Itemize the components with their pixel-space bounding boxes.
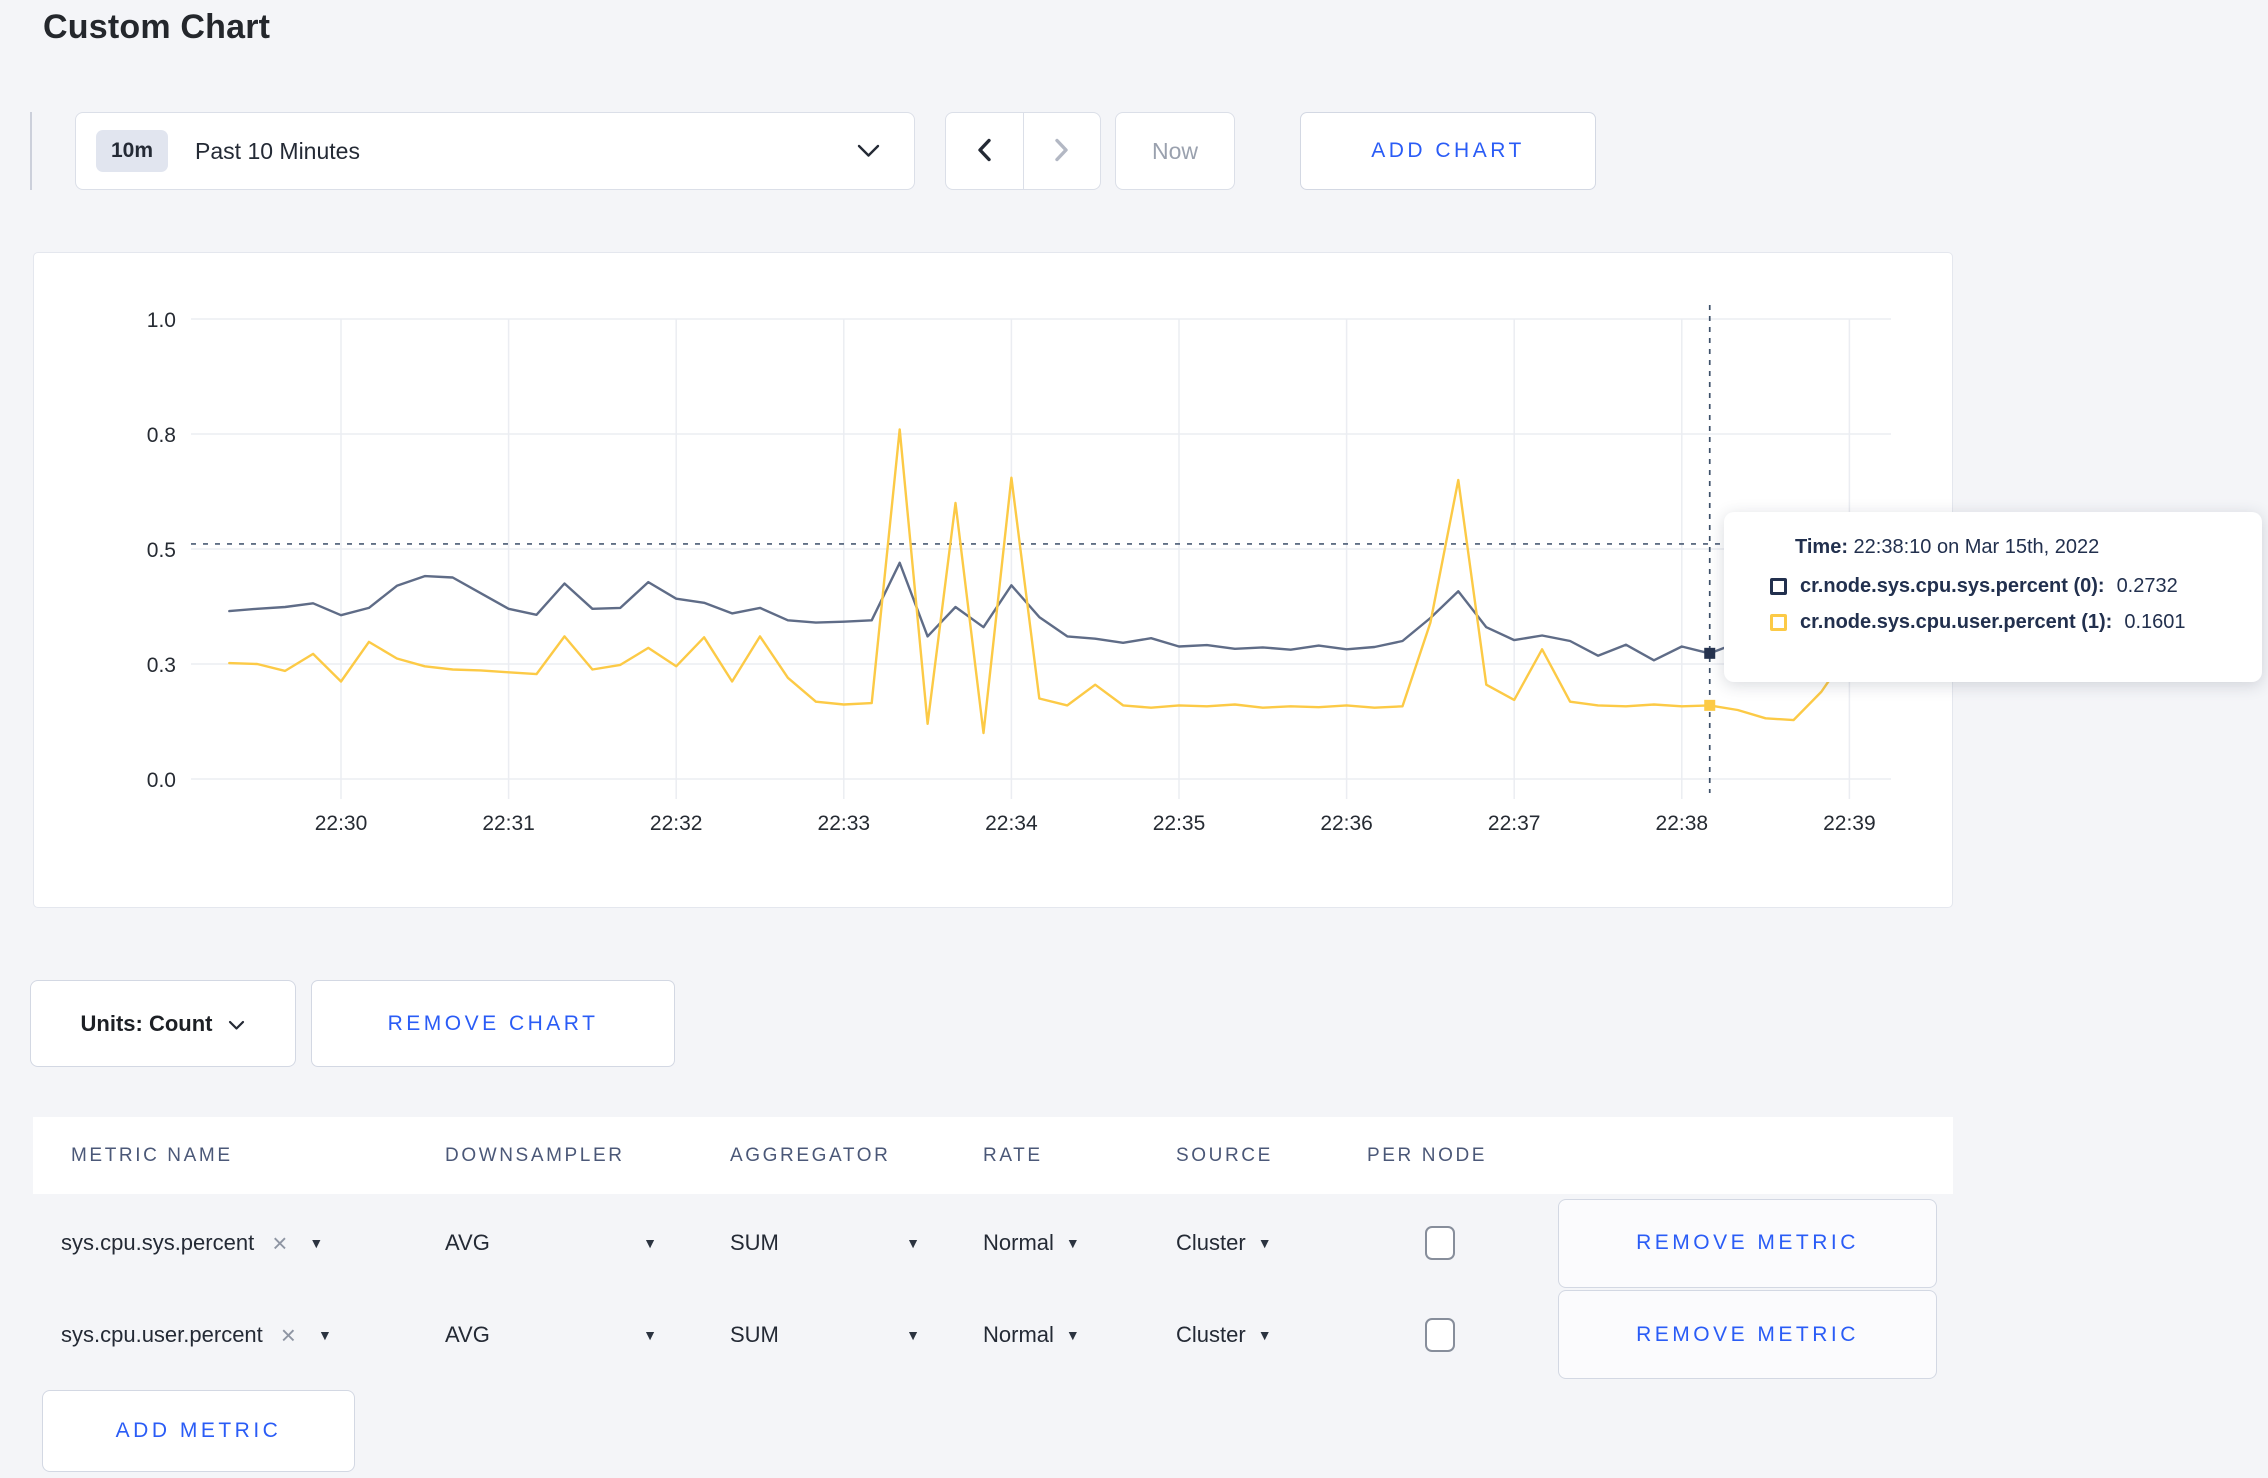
rate-value: Normal xyxy=(983,1321,1054,1347)
metric-name-select[interactable]: sys.cpu.sys.percent × ▼ xyxy=(61,1230,445,1256)
dropdown-caret-icon[interactable]: ▼ xyxy=(309,1235,324,1251)
remove-chart-button[interactable]: REMOVE CHART xyxy=(311,980,675,1067)
svg-text:22:32: 22:32 xyxy=(650,812,703,835)
rate-select[interactable]: Normal ▼ xyxy=(983,1322,1176,1348)
svg-text:22:31: 22:31 xyxy=(482,812,535,835)
dropdown-caret-icon: ▼ xyxy=(643,1326,657,1343)
svg-text:22:30: 22:30 xyxy=(315,812,368,835)
downsampler-value: AVG xyxy=(445,1230,490,1255)
user-percent-swatch-icon xyxy=(1770,614,1787,631)
svg-text:22:36: 22:36 xyxy=(1320,812,1373,835)
aggregator-select[interactable]: SUM ▼ xyxy=(730,1230,920,1256)
metric-name-value: sys.cpu.user.percent xyxy=(61,1321,263,1347)
col-header-source: SOURCE xyxy=(1176,1144,1273,1166)
time-range-label: Past 10 Minutes xyxy=(195,137,360,164)
tooltip-time-value: 22:38:10 on Mar 15th, 2022 xyxy=(1853,536,2100,558)
downsampler-value: AVG xyxy=(445,1321,490,1347)
dropdown-caret-icon: ▼ xyxy=(643,1235,657,1251)
dropdown-caret-icon: ▼ xyxy=(1257,1326,1272,1343)
chart-tooltip: Time: 22:38:10 on Mar 15th, 2022 cr.node… xyxy=(1724,512,2262,682)
remove-metric-button[interactable]: REMOVE METRIC xyxy=(1558,1198,1937,1288)
aggregator-value: SUM xyxy=(730,1230,779,1255)
svg-text:0.0: 0.0 xyxy=(147,769,176,792)
source-select[interactable]: Cluster ▼ xyxy=(1176,1230,1367,1256)
now-button[interactable]: Now xyxy=(1115,112,1235,190)
time-pager xyxy=(945,112,1101,190)
add-chart-button[interactable]: ADD CHART xyxy=(1300,112,1596,190)
col-header-downsampler: DOWNSAMPLER xyxy=(445,1144,625,1166)
chevron-down-icon xyxy=(857,144,880,158)
svg-text:1.0: 1.0 xyxy=(147,309,176,332)
rate-select[interactable]: Normal ▼ xyxy=(983,1230,1176,1256)
dropdown-caret-icon: ▼ xyxy=(906,1326,920,1343)
svg-text:0.3: 0.3 xyxy=(147,654,176,677)
chart-card[interactable]: 22:30 22:31 22:32 22:33 22:34 22:35 22:36 22:37… xyxy=(33,252,1953,908)
metric-row: sys.cpu.user.percent × ▼ AVG ▼ SUM ▼ Nor… xyxy=(33,1290,1953,1379)
dropdown-caret-icon: ▼ xyxy=(906,1235,920,1251)
time-range-badge: 10m xyxy=(96,130,169,172)
tooltip-series-value: 0.1601 xyxy=(2124,611,2186,633)
rate-value: Normal xyxy=(983,1230,1054,1255)
tooltip-time-label: Time: xyxy=(1795,536,1848,558)
units-label: Units: Count xyxy=(80,1010,213,1036)
toolbar-divider xyxy=(30,112,32,190)
per-node-checkbox[interactable] xyxy=(1425,1226,1455,1260)
source-select[interactable]: Cluster ▼ xyxy=(1176,1322,1367,1348)
tooltip-series-value: 0.2732 xyxy=(2116,575,2178,597)
aggregator-value: SUM xyxy=(730,1321,779,1347)
dropdown-caret-icon[interactable]: ▼ xyxy=(317,1326,332,1343)
add-metric-button[interactable]: ADD METRIC xyxy=(42,1390,355,1472)
chevron-left-icon xyxy=(977,138,992,165)
source-value: Cluster xyxy=(1176,1321,1246,1347)
page-title: Custom Chart xyxy=(43,8,271,46)
source-value: Cluster xyxy=(1176,1230,1246,1255)
col-header-metric-name: METRIC NAME xyxy=(71,1144,233,1166)
dropdown-caret-icon: ▼ xyxy=(1065,1235,1080,1251)
tooltip-series-row: cr.node.sys.cpu.sys.percent (0): 0.2732 xyxy=(1770,575,2242,598)
dropdown-caret-icon: ▼ xyxy=(1065,1326,1080,1343)
dropdown-caret-icon: ▼ xyxy=(1257,1235,1272,1251)
metric-name-value: sys.cpu.sys.percent xyxy=(61,1230,255,1255)
col-header-per-node: PER NODE xyxy=(1367,1144,1488,1166)
clear-metric-icon[interactable]: × xyxy=(272,1228,288,1258)
svg-text:22:35: 22:35 xyxy=(1153,812,1206,835)
tooltip-series-row: cr.node.sys.cpu.user.percent (1): 0.1601 xyxy=(1770,611,2242,634)
tooltip-time-row: Time: 22:38:10 on Mar 15th, 2022 xyxy=(1795,536,2242,559)
sys-percent-swatch-icon xyxy=(1770,578,1787,595)
downsampler-select[interactable]: AVG ▼ xyxy=(445,1230,657,1256)
time-range-select[interactable]: 10m Past 10 Minutes xyxy=(75,112,915,190)
chevron-down-icon xyxy=(228,1020,245,1031)
svg-text:22:33: 22:33 xyxy=(818,812,871,835)
metrics-table-header: METRIC NAME DOWNSAMPLER AGGREGATOR RATE … xyxy=(33,1117,1953,1194)
tooltip-series-label: cr.node.sys.cpu.user.percent (1): xyxy=(1800,611,2113,633)
prev-time-button[interactable] xyxy=(946,113,1024,189)
per-node-checkbox[interactable] xyxy=(1425,1317,1455,1352)
clear-metric-icon[interactable]: × xyxy=(280,1319,296,1350)
metric-name-select[interactable]: sys.cpu.user.percent × ▼ xyxy=(61,1322,445,1348)
metric-row: sys.cpu.sys.percent × ▼ AVG ▼ SUM ▼ Norm… xyxy=(33,1198,1953,1288)
svg-text:22:37: 22:37 xyxy=(1488,812,1541,835)
svg-text:22:39: 22:39 xyxy=(1823,812,1876,835)
next-time-button[interactable] xyxy=(1024,113,1101,189)
cpu-usage-chart: 22:30 22:31 22:32 22:33 22:34 22:35 22:36 22:37… xyxy=(147,305,1891,835)
svg-text:0.5: 0.5 xyxy=(147,539,176,562)
aggregator-select[interactable]: SUM ▼ xyxy=(730,1322,920,1348)
remove-metric-button[interactable]: REMOVE METRIC xyxy=(1558,1290,1937,1379)
units-select[interactable]: Units: Count xyxy=(30,980,296,1067)
svg-text:0.8: 0.8 xyxy=(147,424,176,447)
chevron-right-icon xyxy=(1054,138,1069,165)
col-header-rate: RATE xyxy=(983,1144,1043,1166)
svg-text:22:34: 22:34 xyxy=(985,812,1038,835)
downsampler-select[interactable]: AVG ▼ xyxy=(445,1322,657,1348)
svg-text:22:38: 22:38 xyxy=(1656,812,1709,835)
col-header-aggregator: AGGREGATOR xyxy=(730,1144,891,1166)
tooltip-series-label: cr.node.sys.cpu.sys.percent (0): xyxy=(1800,575,2105,597)
